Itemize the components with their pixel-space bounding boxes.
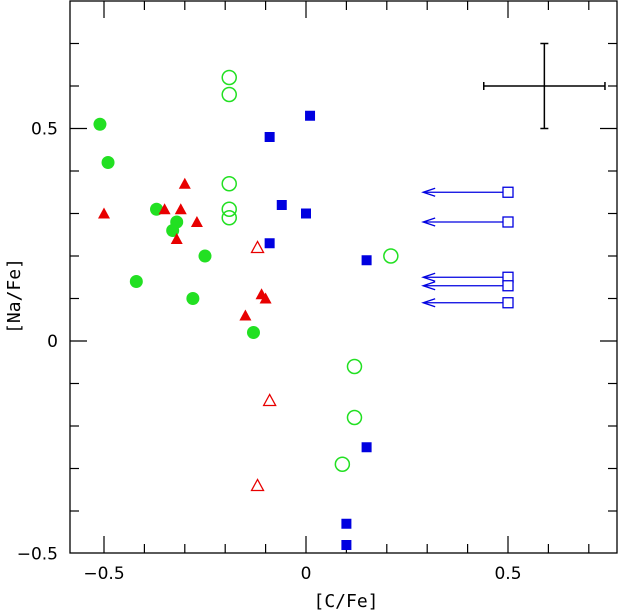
upper-limit-arrow-head [421,298,436,308]
filled-square-point [301,208,311,219]
filled-circle-point [129,275,143,288]
filled-circle-point [246,326,260,339]
open-square-point [502,280,514,292]
filled-triangle-point [259,292,272,304]
filled-triangle-point [174,203,187,215]
filled-triangle-point [239,309,252,321]
x-tick-label: 0 [301,564,312,584]
upper-limit-arrow-head [421,281,436,291]
y-tick-label: 0 [47,332,58,352]
tick-labels: −0.5 0 0.5 −0.5 0 0.5 [17,120,522,585]
filled-square-point [341,540,352,550]
open-square-point [502,216,514,228]
filled-triangle-point [98,207,110,219]
x-axis-label: [C/Fe] [313,591,378,612]
filled-triangle-point [158,203,171,215]
open-circle-point [221,201,237,217]
filled-triangle-point [190,216,203,227]
upper-limit-arrow-head [421,187,436,197]
filled-circle-point [101,156,115,169]
x-tick-label: 0.5 [494,564,521,584]
filled-circle-point [93,117,107,131]
open-circle-point [221,69,237,86]
open-triangle-point [250,240,265,254]
upper-limit-arrow-head [421,217,436,227]
open-circle-point [383,248,399,264]
open-circle-point [334,456,351,472]
open-circle-point [221,86,237,103]
open-square-point [502,297,514,309]
y-tick-label: 0.5 [31,120,58,140]
plot-frame [69,0,618,554]
open-triangle-point [262,393,277,407]
filled-circle-point [198,249,212,263]
filled-square-point [276,200,287,210]
data-marks [93,69,514,550]
y-tick-label: −0.5 [17,545,58,565]
filled-square-point [264,132,275,142]
axis-ticks [70,1,617,553]
open-circle-point [346,358,363,375]
filled-triangle-point [178,177,191,189]
filled-square-point [341,518,352,529]
filled-square-point [305,110,316,121]
open-square-point [502,186,514,198]
filled-square-point [264,238,275,249]
filled-circle-point [186,292,200,305]
filled-square-point [361,442,372,453]
open-circle-point [346,409,363,426]
open-circle-point [221,210,237,226]
filled-square-point [361,255,372,266]
x-tick-label: −0.5 [83,564,124,584]
open-triangle-point [250,478,265,492]
open-circle-point [221,176,237,192]
y-axis-label: [Na/Fe] [4,258,25,334]
filled-circle-point [166,224,180,237]
error-bar [483,42,606,130]
filled-triangle-point [170,233,183,244]
upper-limit-arrow-head [421,272,436,282]
